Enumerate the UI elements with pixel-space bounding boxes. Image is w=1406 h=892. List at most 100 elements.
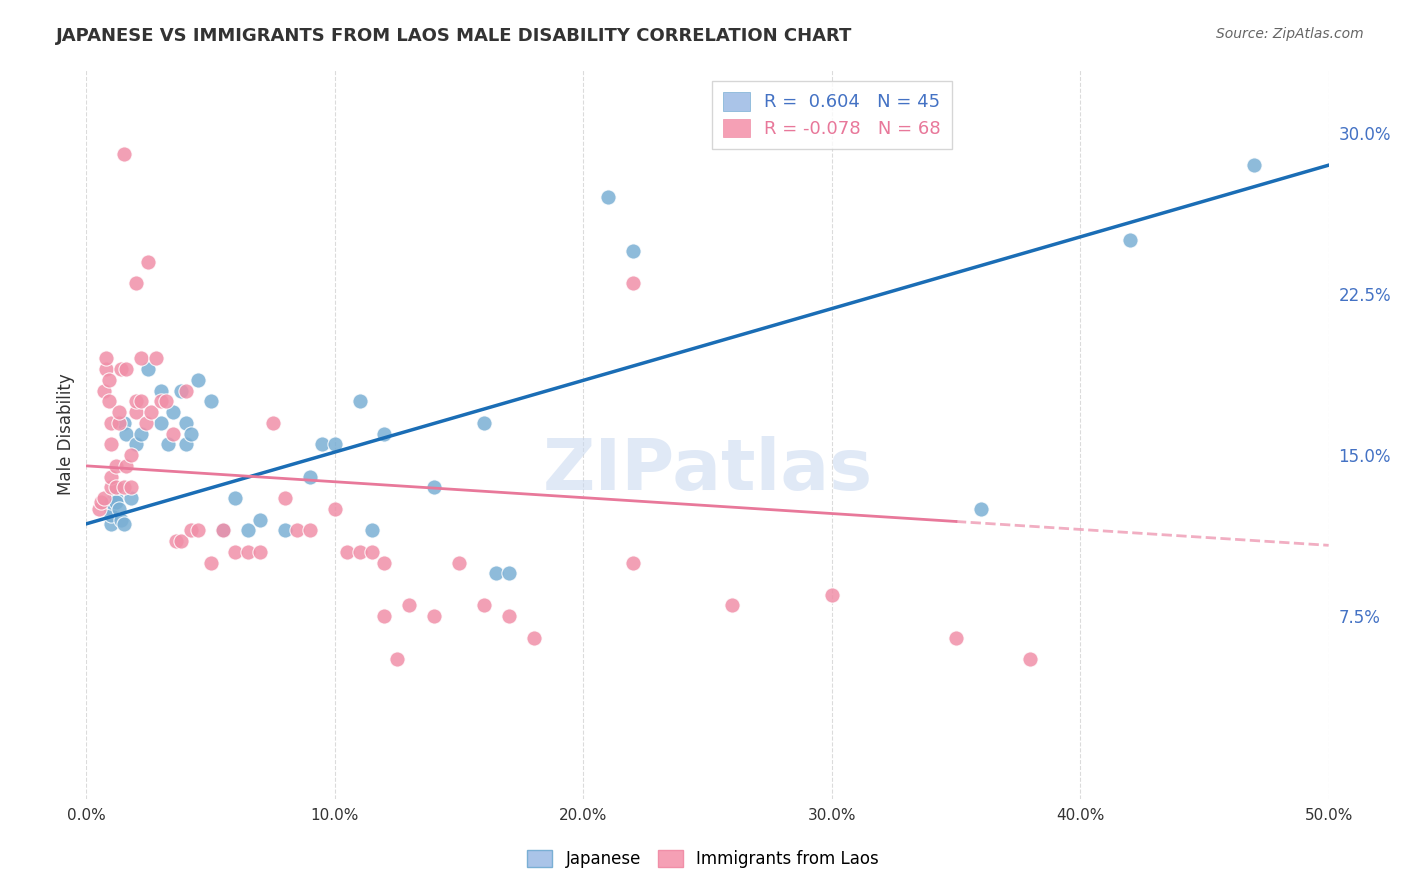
- Point: [138, 255, 160, 269]
- Point: [115, 458, 138, 473]
- Point: [125, 405, 148, 419]
- Point: [149, 394, 172, 409]
- Point: [107, 405, 129, 419]
- Point: [100, 480, 122, 494]
- Text: ZIPatlas: ZIPatlas: [543, 435, 873, 505]
- Point: [522, 631, 544, 645]
- Point: [115, 426, 138, 441]
- Point: [180, 523, 202, 537]
- Point: [129, 351, 152, 366]
- Point: [385, 652, 408, 666]
- Point: [112, 416, 135, 430]
- Point: [129, 426, 152, 441]
- Point: [621, 244, 644, 258]
- Point: [107, 501, 129, 516]
- Point: [596, 190, 619, 204]
- Point: [149, 384, 172, 398]
- Point: [120, 491, 142, 505]
- Point: [145, 351, 167, 366]
- Point: [621, 556, 644, 570]
- Point: [96, 362, 118, 376]
- Point: [336, 545, 359, 559]
- Point: [100, 501, 122, 516]
- Point: [96, 351, 118, 366]
- Legend: Japanese, Immigrants from Laos: Japanese, Immigrants from Laos: [520, 843, 886, 875]
- Point: [236, 523, 259, 537]
- Point: [373, 556, 395, 570]
- Point: [112, 147, 135, 161]
- Point: [212, 523, 235, 537]
- Point: [149, 416, 172, 430]
- Point: [157, 437, 180, 451]
- Point: [447, 556, 470, 570]
- Point: [373, 609, 395, 624]
- Point: [212, 523, 235, 537]
- Point: [90, 495, 112, 509]
- Point: [200, 556, 222, 570]
- Point: [100, 495, 122, 509]
- Point: [112, 480, 135, 494]
- Point: [97, 373, 120, 387]
- Point: [125, 277, 148, 291]
- Point: [135, 416, 157, 430]
- Point: [162, 426, 184, 441]
- Point: [93, 491, 115, 505]
- Point: [165, 534, 187, 549]
- Point: [187, 523, 209, 537]
- Point: [100, 516, 122, 531]
- Point: [249, 512, 271, 526]
- Point: [93, 384, 115, 398]
- Point: [115, 362, 138, 376]
- Point: [485, 566, 508, 581]
- Point: [200, 394, 222, 409]
- Point: [274, 523, 297, 537]
- Point: [110, 362, 132, 376]
- Point: [224, 545, 246, 559]
- Point: [100, 437, 122, 451]
- Point: [170, 534, 193, 549]
- Point: [105, 480, 128, 494]
- Point: [1119, 233, 1142, 247]
- Point: [224, 491, 246, 505]
- Point: [361, 545, 384, 559]
- Point: [97, 394, 120, 409]
- Point: [129, 394, 152, 409]
- Point: [311, 437, 333, 451]
- Point: [125, 437, 148, 451]
- Point: [236, 545, 259, 559]
- Text: JAPANESE VS IMMIGRANTS FROM LAOS MALE DISABILITY CORRELATION CHART: JAPANESE VS IMMIGRANTS FROM LAOS MALE DI…: [56, 27, 852, 45]
- Point: [262, 416, 284, 430]
- Point: [105, 495, 128, 509]
- Point: [170, 384, 193, 398]
- Y-axis label: Male Disability: Male Disability: [58, 373, 75, 494]
- Point: [100, 416, 122, 430]
- Point: [423, 480, 446, 494]
- Point: [323, 437, 346, 451]
- Point: [349, 394, 371, 409]
- Point: [274, 491, 297, 505]
- Point: [821, 588, 844, 602]
- Point: [945, 631, 967, 645]
- Point: [107, 416, 129, 430]
- Point: [398, 599, 420, 613]
- Point: [138, 362, 160, 376]
- Point: [373, 426, 395, 441]
- Point: [100, 508, 122, 523]
- Point: [105, 491, 128, 505]
- Point: [323, 501, 346, 516]
- Point: [472, 416, 495, 430]
- Point: [174, 384, 197, 398]
- Point: [472, 599, 495, 613]
- Point: [621, 277, 644, 291]
- Point: [155, 394, 177, 409]
- Point: [423, 609, 446, 624]
- Point: [298, 469, 321, 483]
- Point: [112, 516, 135, 531]
- Point: [100, 469, 122, 483]
- Point: [187, 373, 209, 387]
- Point: [110, 512, 132, 526]
- Point: [174, 416, 197, 430]
- Point: [1243, 158, 1265, 172]
- Text: Source: ZipAtlas.com: Source: ZipAtlas.com: [1216, 27, 1364, 41]
- Point: [721, 599, 744, 613]
